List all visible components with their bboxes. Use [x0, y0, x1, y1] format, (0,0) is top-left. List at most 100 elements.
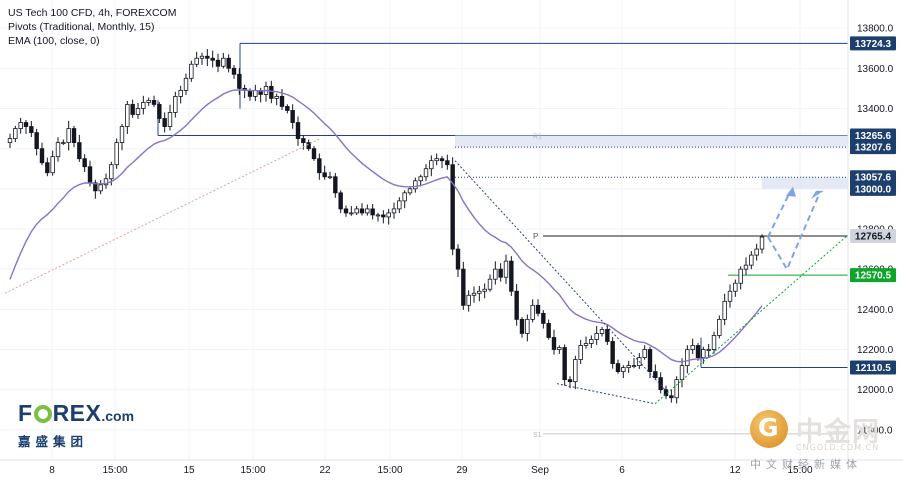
- cngold-coin-letter: G: [758, 413, 779, 442]
- candle-body: [391, 208, 397, 214]
- forecast-arrow: [811, 190, 824, 199]
- candle-body: [503, 260, 509, 278]
- candle-body: [514, 290, 519, 320]
- price-label-box: [850, 268, 896, 283]
- candle-body: [557, 347, 562, 350]
- candle-body: [375, 214, 381, 217]
- candle-body: [141, 102, 146, 109]
- price-label-box: [850, 128, 896, 143]
- price-label-box: [850, 181, 896, 196]
- candle-body: [29, 126, 34, 133]
- candle-body: [338, 192, 343, 210]
- candle-body: [423, 168, 429, 178]
- legend-symbol[interactable]: US Tech 100 CFD, 4h, FOREXCOM: [8, 7, 177, 19]
- candle-body: [386, 212, 391, 218]
- candle-body: [183, 77, 189, 91]
- price-label-box: [850, 360, 896, 375]
- forex-logo-dotcom: .com: [101, 408, 135, 424]
- cngold-name: 中金网: [796, 417, 880, 448]
- candle-body: [733, 282, 738, 292]
- forex-logo-f: F: [18, 400, 33, 426]
- candle-body: [119, 126, 125, 144]
- price-label: 13207.6: [855, 143, 892, 154]
- candle-body: [381, 214, 386, 218]
- plot-area: [0, 0, 848, 460]
- time-tick-label: 15: [183, 465, 195, 476]
- cngold-watermark: G 中金网 CNGOLD.COM.CN 中文财经新媒体: [748, 406, 903, 485]
- time-tick-label: 8: [49, 465, 55, 476]
- candle-body: [743, 264, 749, 270]
- candle-body: [599, 329, 605, 334]
- candle-body: [525, 318, 530, 334]
- candle-body: [631, 365, 637, 367]
- forex-logo-o-icon: [33, 405, 52, 423]
- forecast-path-alt: [767, 191, 791, 238]
- candle-body: [493, 268, 498, 280]
- chart-legend: US Tech 100 CFD, 4h, FOREXCOM Pivots (Tr…: [8, 6, 176, 48]
- candle-body: [754, 248, 759, 256]
- pivot-label-r1: R1: [533, 134, 542, 141]
- time-tick-label: 15:00: [377, 465, 402, 476]
- candle-body: [231, 67, 237, 75]
- candle-body: [509, 260, 514, 292]
- candle-body: [34, 132, 39, 150]
- candle-body: [274, 96, 279, 99]
- candle-body: [173, 96, 178, 113]
- legend-pivots[interactable]: Pivots (Traditional, Monthly, 15): [8, 21, 155, 33]
- candle-body: [429, 160, 434, 170]
- candle-body: [221, 57, 226, 67]
- candle-body: [322, 172, 327, 178]
- time-tick-label: 22: [319, 465, 331, 476]
- candle-body: [125, 104, 130, 127]
- candle-body: [647, 349, 653, 373]
- candle-body: [50, 156, 55, 174]
- candle-body: [455, 248, 461, 270]
- forex-logo: F REX.com 嘉盛集团: [18, 401, 134, 450]
- candle-body: [178, 89, 183, 97]
- trendline-low: [556, 383, 656, 405]
- candle-body: [685, 349, 690, 366]
- candle-body: [301, 138, 306, 144]
- candle-body: [642, 349, 647, 358]
- price-label: 12765.4: [855, 231, 892, 242]
- candle-body: [679, 365, 685, 381]
- level-lines: P S1 R1: [157, 42, 848, 439]
- time-axis[interactable]: 8 15:00 15 15:00 22 15:00 29 Sep 6 12 15:00: [49, 465, 813, 476]
- candle-body: [738, 268, 743, 284]
- candle-body: [562, 347, 567, 381]
- price-label-box: [850, 36, 896, 51]
- candle-body: [189, 63, 194, 79]
- candle-body: [333, 176, 338, 194]
- candle-body: [226, 57, 231, 69]
- candle-body: [365, 208, 370, 214]
- candle-body: [610, 341, 615, 364]
- candle-body: [717, 318, 722, 336]
- candle-body: [551, 337, 557, 350]
- price-label-box: [850, 140, 896, 155]
- candle-body: [237, 73, 242, 89]
- candle-body: [109, 164, 114, 180]
- candle-body: [66, 128, 71, 144]
- forex-logo-subtitle: 嘉盛集团: [18, 434, 89, 449]
- candle-body: [567, 379, 573, 383]
- candle-body: [205, 55, 210, 59]
- time-tick-label: 15:00: [102, 465, 127, 476]
- candle-body: [445, 160, 450, 166]
- resistance-zone-upper: [455, 135, 848, 148]
- candle-body: [546, 323, 551, 338]
- candle-body: [71, 128, 77, 144]
- candle-body: [327, 176, 333, 179]
- candle-body: [722, 300, 727, 320]
- candle-body: [711, 335, 717, 350]
- price-tick-label: 12400.0: [857, 305, 894, 316]
- candle-body: [749, 254, 754, 266]
- candle-body: [471, 292, 477, 296]
- time-tick-label: 15:00: [787, 465, 812, 476]
- legend-ema[interactable]: EMA (100, close, 0): [8, 35, 100, 47]
- candle-body: [461, 268, 466, 306]
- price-label: 13724.3: [855, 39, 892, 50]
- candle-body: [674, 379, 679, 399]
- forecast-arrow-alt: [786, 186, 796, 197]
- candle-body: [402, 192, 407, 202]
